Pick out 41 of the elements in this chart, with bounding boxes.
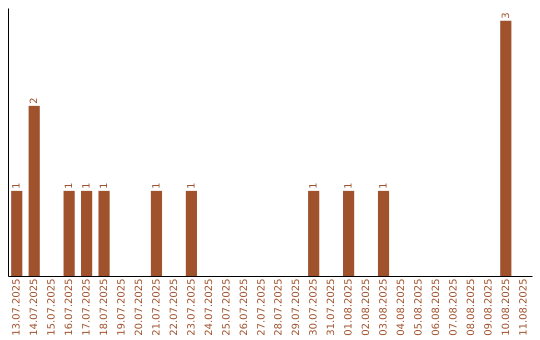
x-tick-label: 22.07.2025 xyxy=(168,278,180,336)
x-tick-label: 04.08.2025 xyxy=(396,278,407,336)
x-tick-label: 01.08.2025 xyxy=(344,278,355,336)
data-label: 1 xyxy=(64,182,76,189)
x-tick-label: 05.08.2025 xyxy=(413,278,424,336)
data-label: 2 xyxy=(29,97,40,104)
data-label: 3 xyxy=(500,12,512,19)
data-label: 1 xyxy=(82,182,93,189)
x-tick-label: 21.07.2025 xyxy=(151,278,162,336)
x-tick-label: 02.08.2025 xyxy=(361,278,372,336)
data-label: 1 xyxy=(344,182,355,189)
x-tick-label: 28.07.2025 xyxy=(274,278,285,336)
x-tick-label: 09.08.2025 xyxy=(483,278,494,336)
x-tick-label: 08.08.2025 xyxy=(466,278,477,336)
x-tick-label: 20.07.2025 xyxy=(134,278,145,336)
x-tick-label: 10.08.2025 xyxy=(500,278,512,336)
x-tick-label: 30.07.2025 xyxy=(308,278,320,336)
x-tick-label: 31.07.2025 xyxy=(326,278,338,336)
x-tick-label: 11.08.2025 xyxy=(518,278,530,336)
x-tick-label: 27.07.2025 xyxy=(256,278,268,336)
x-tick-label: 24.07.2025 xyxy=(204,278,215,336)
x-tick-label: 13.07.2025 xyxy=(12,278,23,336)
x-tick-label: 03.08.2025 xyxy=(378,278,390,336)
data-label: 1 xyxy=(308,182,320,189)
x-tick-label: 15.07.2025 xyxy=(46,278,58,336)
data-label: 1 xyxy=(378,182,390,189)
x-tick-label: 19.07.2025 xyxy=(116,278,128,336)
x-tick-label: 14.07.2025 xyxy=(29,278,40,336)
x-tick-label: 06.08.2025 xyxy=(430,278,442,336)
x-tick-label: 29.07.2025 xyxy=(291,278,302,336)
data-label: 1 xyxy=(151,182,162,189)
x-tick-label: 07.08.2025 xyxy=(448,278,460,336)
x-tick-label: 26.07.2025 xyxy=(238,278,250,336)
data-label: 1 xyxy=(99,182,110,189)
x-tick-label: 18.07.2025 xyxy=(99,278,110,336)
x-tick-label: 16.07.2025 xyxy=(64,278,76,336)
x-tick-label: 25.07.2025 xyxy=(221,278,232,336)
data-label: 1 xyxy=(12,182,23,189)
data-label: 1 xyxy=(186,182,198,189)
x-tick-label: 23.07.2025 xyxy=(186,278,198,336)
x-tick-label: 17.07.2025 xyxy=(82,278,93,336)
